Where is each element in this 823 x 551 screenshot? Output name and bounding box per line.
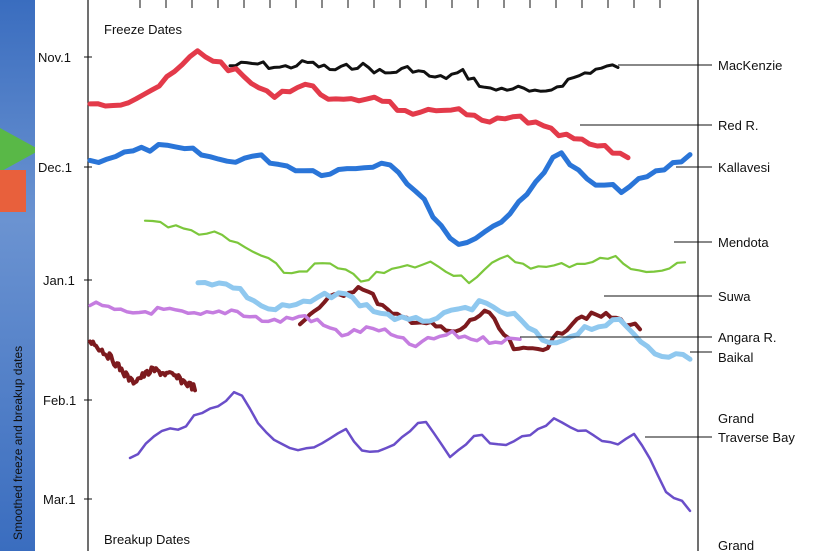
y-tick-label: Feb.1 — [43, 393, 76, 408]
series-label-angara: Angara R. — [718, 330, 777, 345]
breakup-dates-label: Breakup Dates — [104, 532, 190, 547]
series-label-suwa: Suwa — [718, 289, 751, 304]
series-label-baikal: Baikal — [718, 350, 754, 365]
series-line-baikal — [195, 280, 693, 362]
series-line-early — [88, 339, 197, 393]
slide-left-strip — [0, 0, 40, 551]
y-axis-title: Smoothed freeze and breakup dates — [11, 346, 25, 540]
series-label-mackenzie: MacKenzie — [718, 58, 782, 73]
y-tick-label: Jan.1 — [43, 273, 75, 288]
series-label-grand-bottom: Grand — [718, 538, 754, 551]
series-line-kallavesi — [87, 142, 693, 247]
y-tick-label: Nov.1 — [38, 50, 71, 65]
series-line-mendota — [143, 219, 687, 285]
freeze-dates-label: Freeze Dates — [104, 22, 183, 37]
series-label-mendota: Mendota — [718, 235, 769, 250]
series-line-mackenzie — [228, 59, 620, 93]
slide-decoration-green — [0, 128, 40, 172]
chart-panel — [35, 0, 823, 551]
series-line-angara-r — [88, 300, 522, 349]
series-label-grand: Grand — [718, 411, 754, 426]
y-tick-label: Dec.1 — [38, 160, 72, 175]
series-line-grand-traverse-bay — [128, 390, 692, 513]
series-label-red-r: Red R. — [718, 118, 758, 133]
series-group — [87, 48, 693, 513]
series-label-traverse-bay: Traverse Bay — [718, 430, 795, 445]
series-line-red-r — [87, 48, 631, 161]
slide-decoration-red — [0, 170, 26, 212]
series-line-suwa — [298, 285, 642, 353]
y-tick-label: Mar.1 — [43, 492, 76, 507]
series-label-kallavesi: Kallavesi — [718, 160, 770, 175]
top-x-ticks — [139, 0, 661, 8]
